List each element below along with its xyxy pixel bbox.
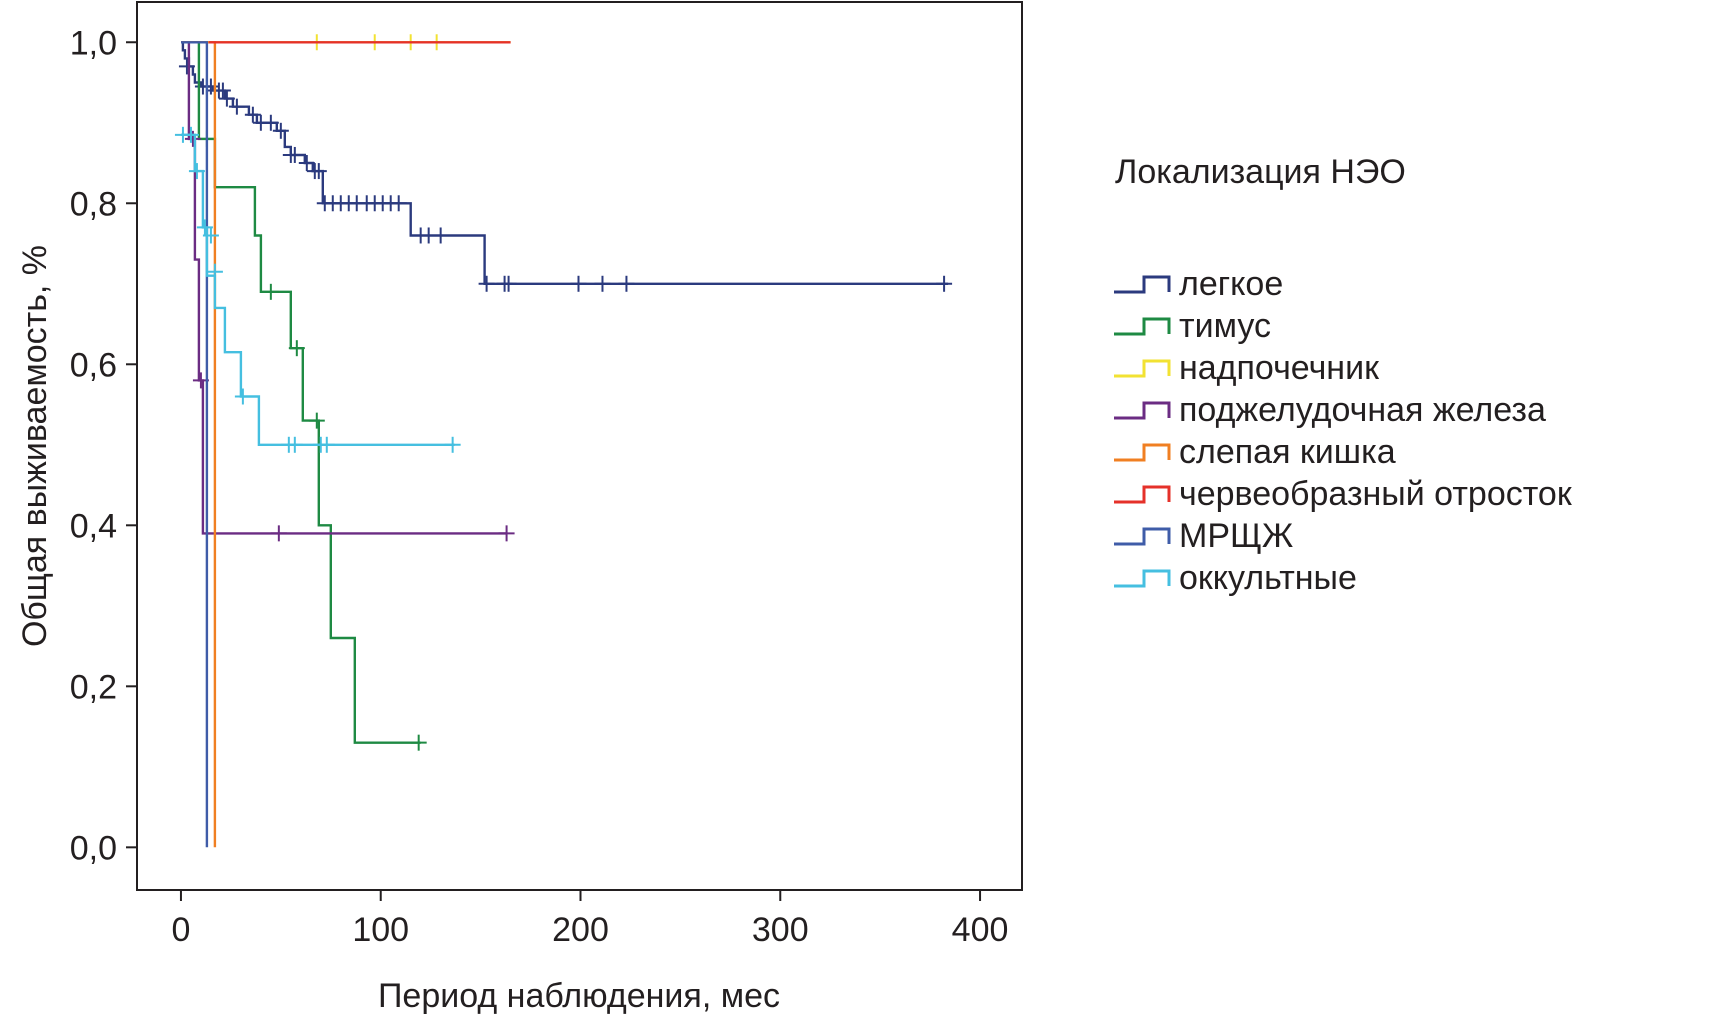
series-line: [181, 41, 421, 744]
y-tick-label: 0,0: [70, 829, 117, 867]
legend-label: надпочечник: [1179, 349, 1380, 387]
legend-swatch: [1114, 527, 1171, 546]
legend-item: тимус: [1114, 307, 1271, 345]
x-axis-title: Период наблюдения, мес: [378, 977, 780, 1015]
series-line: [181, 133, 455, 446]
series-5: [181, 41, 217, 848]
legend-swatch: [1114, 401, 1171, 420]
legend-swatch: [1114, 569, 1171, 588]
x-tick-label: 300: [752, 911, 809, 949]
legend-item: червеобразный отросток: [1114, 475, 1573, 513]
legend-swatch: [1114, 443, 1171, 462]
series-7: [181, 41, 209, 848]
legend-item: оккультные: [1114, 559, 1357, 597]
legend-item: легкое: [1114, 265, 1283, 303]
series-line: [181, 41, 217, 848]
legend-swatch: [1114, 275, 1171, 294]
legend-title: Локализация НЭО: [1115, 153, 1406, 191]
legend-item: надпочечник: [1114, 349, 1380, 387]
series-1: [178, 41, 953, 292]
legend-label: легкое: [1179, 265, 1283, 303]
legend-label: червеобразный отросток: [1179, 475, 1573, 513]
y-tick-label: 0,2: [70, 668, 117, 706]
series-2: [181, 41, 427, 751]
legend-label: тимус: [1179, 307, 1271, 345]
x-tick-label: 100: [352, 911, 409, 949]
series-8: [174, 126, 461, 453]
x-axis: 0 100 200 300 400: [171, 890, 1008, 949]
legend-label: слепая кишка: [1179, 433, 1396, 471]
legend-label: МРЩЖ: [1179, 517, 1293, 555]
legend-swatch: [1114, 485, 1171, 504]
legend-label: поджелудочная железа: [1179, 391, 1546, 429]
legend-swatch: [1114, 359, 1171, 378]
series-layer: [174, 34, 953, 848]
legend-items: легкое тимус надпочечник поджелудочная желе…: [1114, 265, 1573, 597]
legend-item: МРЩЖ: [1114, 517, 1293, 555]
y-tick-label: 0,6: [70, 346, 117, 384]
y-tick-label: 0,4: [70, 507, 117, 545]
legend-item: слепая кишка: [1114, 433, 1396, 471]
y-tick-label: 1,0: [70, 24, 117, 62]
y-axis: 0,0 0,2 0,4 0,6 0,8 1,0: [70, 24, 137, 867]
legend-label: оккультные: [1179, 559, 1357, 597]
legend-item: поджелудочная железа: [1114, 391, 1546, 429]
x-tick-label: 0: [171, 911, 190, 949]
y-axis-title: Общая выживаемость, %: [16, 245, 54, 647]
y-tick-label: 0,8: [70, 185, 117, 223]
series-line: [181, 41, 209, 848]
legend-swatch: [1114, 317, 1171, 336]
series-line: [181, 41, 949, 285]
x-tick-label: 200: [552, 911, 609, 949]
series-4: [181, 41, 515, 542]
series-line: [181, 41, 507, 535]
x-tick-label: 400: [952, 911, 1009, 949]
